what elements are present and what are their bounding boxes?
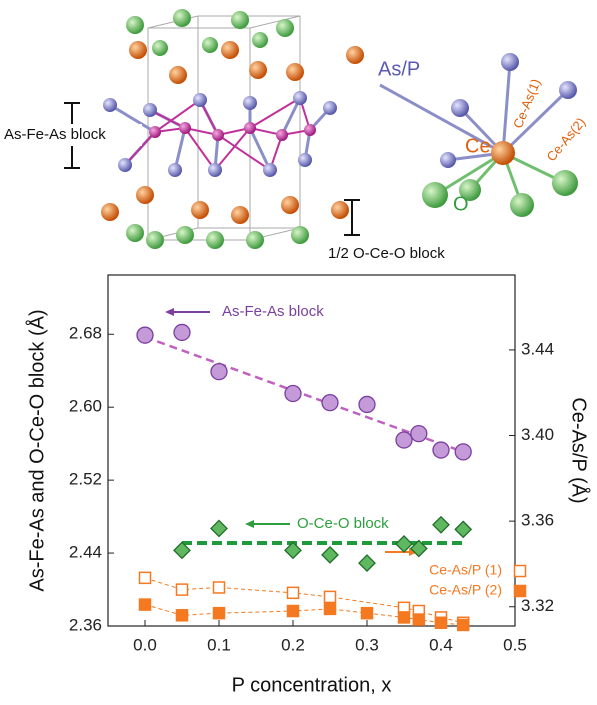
point (212, 606, 226, 620)
y2-tick-label: 3.36 (521, 511, 554, 530)
point (454, 520, 473, 539)
point (360, 606, 374, 620)
atom-label: As/P (378, 58, 420, 80)
atom-label: Ce (465, 135, 491, 157)
point (358, 395, 376, 414)
point (323, 602, 337, 616)
point (138, 598, 152, 611)
y-tick-label: 2.52 (69, 470, 102, 489)
point (454, 443, 472, 461)
y2-axis-label: Ce-As/P (Å) (568, 397, 591, 503)
annotation: O-Ce-O block (297, 515, 389, 532)
point (434, 616, 448, 630)
point (173, 323, 191, 342)
point (210, 362, 228, 381)
annotation: As-Fe-As block (222, 303, 324, 320)
point (173, 541, 191, 560)
x-tick-label: 0.4 (429, 635, 453, 654)
series-line (144, 577, 464, 624)
point (358, 554, 376, 573)
legend-label: Ce-As/P (2) (429, 582, 502, 598)
y-tick-label: 2.44 (69, 543, 102, 562)
point (175, 583, 189, 596)
annotation-arrow-head (165, 308, 174, 316)
point (412, 613, 426, 626)
structure-label: As-Fe-As block (4, 126, 106, 143)
annotation-arrow-head (245, 520, 254, 528)
point (323, 590, 337, 604)
point (212, 581, 226, 594)
legend-label: Ce-As/P (1) (429, 562, 502, 578)
point (432, 441, 450, 459)
point (410, 424, 428, 443)
plot-frame (107, 274, 516, 627)
bond-label: Ce-As(1) (510, 77, 543, 131)
y2-tick-label: 3.44 (521, 339, 554, 358)
point (175, 609, 189, 622)
point (286, 586, 300, 600)
point (136, 326, 154, 344)
point (286, 604, 300, 618)
point (284, 384, 302, 403)
x-tick-label: 0.1 (207, 635, 231, 654)
x-tick-label: 0.3 (355, 635, 379, 654)
series-line (144, 604, 464, 626)
point (321, 393, 339, 412)
point (513, 564, 527, 578)
atom-label: O (453, 193, 469, 215)
y-tick-label: 2.68 (69, 324, 102, 343)
y-tick-label: 2.60 (69, 397, 102, 416)
x-axis-label: P concentration, x (232, 674, 392, 696)
x-tick-label: 0.5 (503, 635, 527, 654)
point (321, 545, 339, 564)
point (210, 519, 228, 538)
point (395, 535, 413, 553)
y-axis-label: As-Fe-As and O-Ce-O block (Å) (25, 309, 48, 591)
point (409, 539, 428, 558)
point (138, 571, 152, 585)
x-tick-label: 0.0 (133, 635, 157, 654)
point (395, 431, 413, 449)
point (456, 618, 470, 632)
point (397, 611, 411, 624)
x-tick-label: 0.2 (281, 635, 305, 654)
y2-tick-label: 3.32 (521, 596, 554, 615)
y2-tick-label: 3.40 (521, 425, 554, 444)
point (284, 541, 302, 560)
crystal-structure (2, 9, 578, 249)
point (513, 584, 527, 598)
y-tick-label: 2.36 (69, 615, 102, 634)
fit-line (144, 335, 464, 454)
structure-label: 1/2 O-Ce-O block (328, 245, 445, 262)
point (432, 515, 450, 534)
bond-label: Ce-As(2) (543, 115, 588, 164)
